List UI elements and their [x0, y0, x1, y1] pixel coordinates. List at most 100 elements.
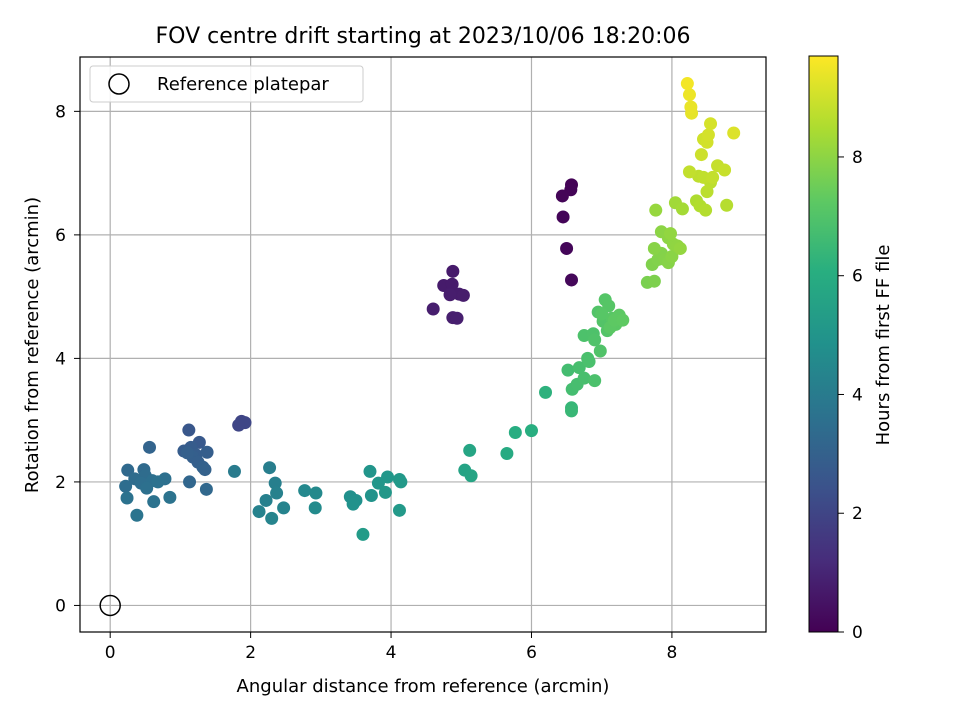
colorbar-ticks: 0 2 4 6 8: [838, 148, 863, 643]
y-tick-label: 2: [55, 473, 66, 493]
y-axis-ticks: 0 2 4 6 8: [55, 102, 80, 616]
data-point: [443, 288, 457, 302]
legend: Reference platepar: [89, 65, 364, 103]
data-point: [649, 203, 663, 217]
data-point: [270, 486, 284, 500]
data-point: [199, 482, 213, 496]
x-tick-label: 6: [526, 643, 537, 663]
data-point: [699, 203, 713, 217]
data-point: [456, 288, 470, 302]
reference-point: [99, 594, 121, 617]
y-axis-label: Rotation from reference (arcmin): [22, 197, 43, 493]
data-point: [182, 423, 196, 437]
y-tick-label: 0: [55, 596, 66, 616]
data-point: [381, 470, 395, 484]
data-point: [259, 493, 273, 507]
colorbar-tick-label: 6: [852, 267, 863, 287]
data-point: [130, 508, 144, 522]
data-point: [378, 485, 392, 499]
data-point: [140, 481, 154, 495]
data-point: [561, 363, 575, 377]
y-tick-label: 6: [55, 226, 66, 246]
y-tick-label: 8: [55, 102, 66, 122]
data-point: [163, 490, 177, 504]
colorbar-tick-label: 8: [852, 148, 863, 168]
grid: [80, 57, 766, 632]
data-point: [180, 446, 194, 460]
colorbar-tick-label: 2: [852, 504, 863, 524]
data-point: [309, 486, 323, 500]
data-point: [682, 88, 696, 102]
colorbar-label: Hours from first FF file: [873, 245, 894, 446]
colorbar-tick-label: 0: [852, 623, 863, 643]
data-point: [450, 311, 464, 325]
colorbar: [808, 55, 839, 633]
data-point: [308, 501, 322, 515]
data-point: [701, 128, 715, 142]
data-point: [647, 241, 661, 255]
data-point: [524, 424, 538, 438]
x-tick-label: 8: [666, 643, 677, 663]
data-point: [572, 361, 586, 375]
data-point: [682, 165, 696, 179]
data-point: [680, 77, 694, 91]
data-point: [673, 241, 687, 255]
data-point: [694, 148, 708, 162]
x-axis-ticks: 0 2 4 6 8: [105, 632, 677, 663]
legend-label: Reference platepar: [157, 74, 329, 95]
data-point: [119, 479, 133, 493]
data-point: [675, 202, 689, 216]
data-point: [183, 475, 197, 489]
data-point: [268, 476, 282, 490]
data-point: [593, 344, 607, 358]
data-point: [198, 463, 212, 477]
x-tick-label: 0: [105, 643, 116, 663]
data-point: [151, 475, 165, 489]
data-point: [364, 489, 378, 503]
data-point: [577, 371, 591, 385]
data-point: [595, 307, 609, 321]
y-tick-label: 4: [55, 349, 66, 369]
data-point: [664, 227, 678, 241]
data-point: [464, 469, 478, 483]
legend-marker: [108, 73, 130, 95]
data-point: [508, 426, 522, 440]
x-tick-label: 2: [245, 643, 256, 663]
data-point: [227, 464, 241, 478]
data-point: [588, 333, 602, 347]
data-point: [371, 476, 385, 490]
data-point: [445, 277, 459, 291]
data-point: [556, 210, 570, 224]
data-point: [704, 117, 718, 131]
reference-layer: [99, 594, 121, 617]
legend-box: [89, 65, 364, 103]
data-point: [718, 163, 732, 177]
data-point: [582, 354, 596, 368]
data-point: [143, 440, 157, 454]
data-point: [647, 274, 661, 288]
data-point: [252, 505, 266, 519]
data-point: [263, 461, 277, 475]
data-point: [394, 475, 408, 489]
data-point: [356, 527, 370, 541]
data-point: [121, 463, 135, 477]
data-point: [232, 418, 246, 432]
data-point: [346, 497, 360, 511]
data-point: [277, 501, 291, 515]
data-point: [392, 503, 406, 517]
data-point: [588, 374, 602, 388]
data-point: [200, 445, 214, 459]
chart-title: FOV centre drift starting at 2023/10/06 …: [156, 24, 691, 49]
data-point: [684, 100, 698, 114]
data-point: [565, 404, 579, 418]
data-point: [555, 189, 569, 203]
colorbar-tick-label: 4: [852, 385, 863, 405]
data-point: [147, 495, 161, 509]
data-point: [463, 443, 477, 457]
x-tick-label: 4: [386, 643, 397, 663]
data-point: [727, 126, 741, 140]
data-point: [298, 484, 312, 498]
data-point: [665, 249, 679, 263]
data-point: [565, 273, 579, 287]
data-point: [426, 302, 440, 316]
